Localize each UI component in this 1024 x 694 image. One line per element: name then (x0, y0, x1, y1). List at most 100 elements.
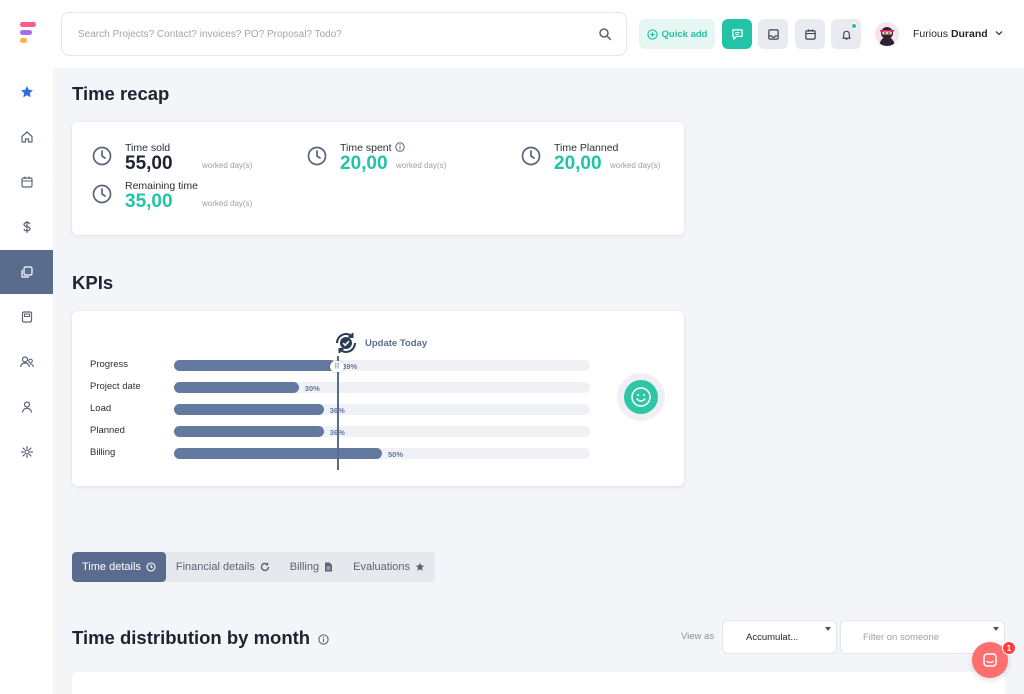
today-marker-line[interactable] (337, 356, 339, 470)
document-icon (21, 311, 32, 323)
distribution-chart-card (72, 672, 1005, 694)
dollar-icon (22, 221, 31, 233)
time-spent-unit: worked day(s) (396, 161, 447, 170)
sidebar-item-home[interactable] (0, 115, 53, 159)
kpi-track-planned (174, 426, 590, 437)
distribution-title-wrap: Time distribution by month (72, 627, 329, 649)
sidebar-item-finance[interactable] (0, 205, 53, 249)
view-as-value: Accumulat... (746, 631, 799, 643)
kpi-bar-billing (174, 448, 382, 459)
projects-icon (20, 266, 33, 278)
kpi-percent-billing: 50% (388, 450, 404, 459)
search-icon[interactable] (598, 27, 612, 41)
kpi-bar-load (174, 404, 324, 415)
user-first-name: Furious (913, 28, 949, 40)
chevron-down-icon[interactable] (994, 28, 1004, 38)
time-planned-value: 20,00 (554, 153, 602, 174)
notification-dot (851, 23, 857, 29)
clock-icon (92, 146, 112, 166)
smiley-wink-icon (631, 387, 651, 407)
star-icon (415, 562, 425, 571)
app-logo[interactable] (20, 22, 36, 44)
detail-tabs: Time details Financial details Billing E… (72, 552, 435, 582)
clock-icon (146, 562, 156, 572)
filter-placeholder: Filter on someone (863, 631, 940, 643)
view-as-select[interactable]: Accumulat... (722, 620, 837, 654)
view-as-label: View as (681, 631, 715, 642)
calendar-icon (20, 176, 33, 188)
progress-drag-handle[interactable]: ||| (330, 361, 344, 372)
file-icon (325, 562, 333, 572)
time-spent-value: 20,00 (340, 153, 388, 174)
kpi-track-load (174, 404, 590, 415)
chat-button[interactable] (722, 19, 752, 49)
tab-time-details[interactable]: Time details (72, 552, 166, 582)
home-icon (20, 131, 33, 143)
settings-icon (20, 445, 33, 459)
smiley-badge (624, 380, 658, 414)
tab-financial-details-label: Financial details (175, 561, 255, 573)
bell-icon (841, 30, 851, 40)
tab-financial-details[interactable]: Financial details (166, 552, 280, 582)
remaining-time-value: 35,00 (125, 191, 173, 212)
update-today-button[interactable]: Update Today (333, 330, 427, 356)
kpi-label-progress: Progress (90, 359, 129, 370)
quick-add-button[interactable]: Quick add (639, 19, 715, 49)
clock-icon (92, 184, 112, 204)
notifications-button[interactable] (831, 19, 861, 49)
chat-icon (731, 28, 743, 40)
time-planned-unit: worked day(s) (610, 161, 661, 170)
kpi-label-project-date: Project date (90, 381, 141, 392)
search-input[interactable] (78, 13, 578, 55)
distribution-title: Time distribution by month (72, 627, 311, 648)
health-indicator (617, 373, 665, 421)
users-icon (19, 356, 34, 368)
sidebar-item-calendar[interactable] (0, 160, 53, 204)
plus-circle-icon (646, 28, 658, 40)
time-recap-title: Time recap (72, 83, 170, 104)
tab-billing-label: Billing (289, 561, 320, 573)
time-sold-value: 55,00 (125, 153, 173, 174)
remaining-time-label: Remaining time (125, 180, 198, 192)
kpi-bar-project-date (174, 382, 299, 393)
sidebar (0, 68, 53, 694)
sidebar-item-documents[interactable] (0, 295, 53, 339)
kpi-label-planned: Planned (90, 425, 125, 436)
time-spent-label-wrap: Time spent (340, 142, 405, 154)
ninja-avatar-icon (875, 22, 899, 46)
info-icon[interactable] (394, 142, 405, 152)
tab-billing[interactable]: Billing (280, 552, 343, 582)
inbox-icon (767, 28, 779, 40)
tab-time-details-label: Time details (82, 561, 141, 573)
global-search (61, 12, 627, 56)
user-name[interactable]: Furious Durand (913, 28, 988, 40)
tab-evaluations-label: Evaluations (353, 561, 410, 573)
kpi-track-project-date (174, 382, 590, 393)
time-recap-card: Time sold 55,00 worked day(s) Time spent… (72, 122, 684, 235)
clock-icon (521, 146, 541, 166)
sidebar-item-projects[interactable] (0, 250, 53, 294)
kpi-label-load: Load (90, 403, 112, 414)
user-last-name: Durand (950, 28, 988, 40)
avatar[interactable] (875, 22, 899, 46)
user-icon (21, 401, 32, 413)
calendar-button[interactable] (795, 19, 825, 49)
filter-someone-select[interactable]: Filter on someone (840, 620, 1005, 654)
sidebar-item-settings[interactable] (0, 430, 53, 474)
sidebar-item-profile[interactable] (0, 385, 53, 429)
time-planned-label: Time Planned (554, 142, 619, 154)
sidebar-item-favorites[interactable] (0, 70, 53, 114)
top-header: Quick add Furious Durand (0, 0, 1024, 68)
quick-add-label: Quick add (661, 28, 708, 40)
tab-evaluations[interactable]: Evaluations (343, 552, 435, 582)
inbox-button[interactable] (758, 19, 788, 49)
caret-down-icon (825, 627, 831, 631)
caret-down-icon (993, 627, 999, 631)
kpi-track-progress (174, 360, 590, 371)
clock-icon (307, 146, 327, 166)
refresh-check-icon (336, 333, 356, 353)
sidebar-item-team[interactable] (0, 340, 53, 384)
kpi-percent-project-date: 30% (304, 384, 320, 393)
chat-icon (983, 653, 997, 667)
info-icon[interactable] (318, 634, 329, 645)
